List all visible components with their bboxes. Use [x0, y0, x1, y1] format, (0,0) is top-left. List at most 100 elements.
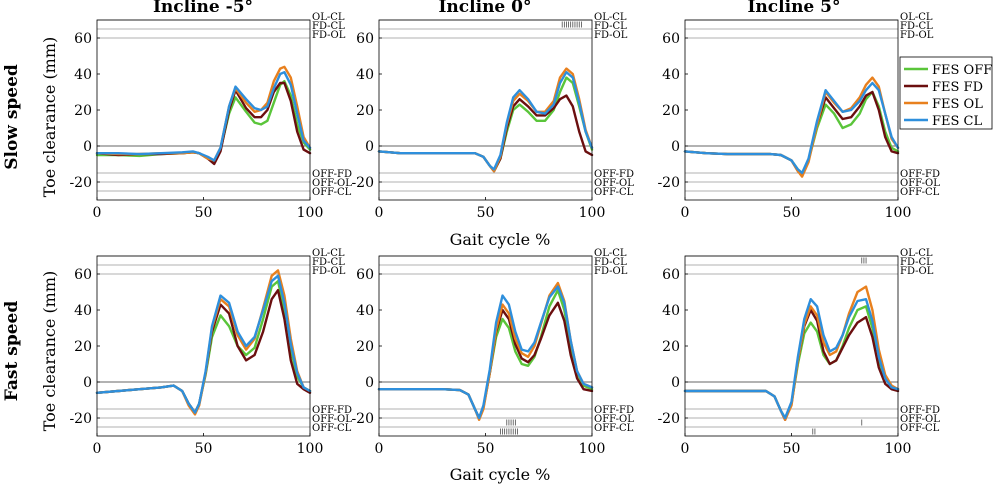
x-tick-label: 50 — [477, 205, 495, 221]
series-fes-off — [95, 80, 312, 164]
band-label-off-ol: OFF-OL — [900, 178, 940, 189]
band-label-off-cl: OFF-CL — [900, 423, 940, 434]
band-label-ol-cl: OL-CL — [594, 248, 627, 259]
x-tick-label: 0 — [681, 441, 690, 457]
band-label-off-cl: OFF-CL — [312, 187, 352, 198]
x-tick-label: 100 — [579, 205, 606, 221]
series-fes-cl — [377, 285, 594, 420]
band-label-ol-cl: OL-CL — [312, 12, 345, 23]
x-tick-label: 50 — [783, 441, 801, 457]
y-tick-label: 40 — [356, 303, 374, 319]
y-tick-label: 0 — [671, 139, 680, 155]
series-fes-cl — [95, 274, 312, 414]
series-fes-cl — [95, 71, 312, 162]
band-label-fd-ol: FD-OL — [594, 266, 628, 277]
band-label-fd-ol: FD-OL — [312, 30, 346, 41]
band-label-fd-ol: FD-OL — [900, 266, 934, 277]
y-tick-label: -20 — [657, 411, 680, 427]
legend: FES OFF FES FD FES OL FES CL — [899, 56, 993, 130]
band-label-ol-cl: OL-CL — [312, 248, 345, 259]
y-tick-label: 40 — [662, 303, 680, 319]
band-label-off-fd: OFF-FD — [594, 405, 634, 416]
x-tick-label: 0 — [375, 441, 384, 457]
legend-label-fes-fd: FES FD — [932, 80, 983, 95]
band-label-fd-cl: FD-CL — [900, 21, 933, 32]
band-label-fd-ol: FD-OL — [312, 266, 346, 277]
y-tick-label: 0 — [365, 375, 374, 391]
y-tick-label: 60 — [356, 31, 374, 47]
band-label-off-fd: OFF-FD — [900, 405, 940, 416]
series-fes-cl — [683, 81, 900, 175]
y-tick-label: -20 — [351, 411, 374, 427]
y-tick-label: -20 — [69, 411, 92, 427]
y-tick-label: 20 — [74, 103, 92, 119]
y-axis-label-slow: Toe clearance (mm) — [40, 37, 59, 198]
y-tick-label: 20 — [74, 339, 92, 355]
series-fes-fd — [95, 289, 312, 414]
y-tick-label: 20 — [662, 339, 680, 355]
legend-label-fes-off: FES OFF — [932, 63, 992, 78]
x-tick-label: 100 — [885, 205, 912, 221]
x-tick-label: 100 — [297, 205, 324, 221]
x-tick-label: 0 — [681, 205, 690, 221]
band-label-fd-ol: FD-OL — [594, 30, 628, 41]
x-tick-label: 0 — [93, 205, 102, 221]
band-label-off-ol: OFF-OL — [900, 414, 940, 425]
y-tick-label: -20 — [657, 175, 680, 191]
band-label-off-fd: OFF-FD — [312, 405, 352, 416]
y-tick-label: 0 — [671, 375, 680, 391]
series-fes-off — [95, 280, 312, 414]
series-fes-cl — [683, 298, 900, 420]
y-tick-label: 0 — [83, 139, 92, 155]
x-tick-label: 0 — [93, 441, 102, 457]
y-tick-label: 60 — [356, 267, 374, 283]
y-tick-label: 60 — [662, 31, 680, 47]
y-tick-label: 20 — [356, 339, 374, 355]
x-tick-label: 100 — [297, 441, 324, 457]
x-axis-label-slow: Gait cycle % — [450, 230, 551, 249]
legend-label-fes-ol: FES OL — [932, 97, 983, 112]
band-label-off-fd: OFF-FD — [900, 169, 940, 180]
legend-label-fes-cl: FES CL — [932, 114, 982, 129]
col-title-incline-0: Incline 0° — [438, 0, 531, 17]
x-tick-label: 50 — [195, 205, 213, 221]
col-title-incline-5: Incline 5° — [747, 0, 840, 17]
y-tick-label: 40 — [74, 303, 92, 319]
x-tick-label: 50 — [195, 441, 213, 457]
series-fes-off — [377, 76, 594, 173]
x-axis-label-fast: Gait cycle % — [450, 465, 551, 484]
y-axis-label-fast: Toe clearance (mm) — [40, 271, 59, 432]
y-tick-label: 60 — [74, 31, 92, 47]
band-label-off-fd: OFF-FD — [594, 169, 634, 180]
series-fes-cl — [377, 71, 594, 171]
y-tick-label: 40 — [356, 67, 374, 83]
y-tick-label: 40 — [74, 67, 92, 83]
band-label-off-ol: OFF-OL — [594, 414, 634, 425]
row-label-fast-speed: Fast speed — [2, 301, 22, 402]
x-tick-label: 50 — [477, 441, 495, 457]
x-tick-label: 100 — [885, 441, 912, 457]
y-tick-label: 60 — [74, 267, 92, 283]
y-tick-label: 20 — [662, 103, 680, 119]
band-label-off-cl: OFF-CL — [594, 187, 634, 198]
y-tick-label: -20 — [69, 175, 92, 191]
band-label-fd-ol: FD-OL — [900, 30, 934, 41]
band-label-ol-cl: OL-CL — [900, 248, 933, 259]
band-label-fd-cl: FD-CL — [594, 21, 627, 32]
band-label-off-ol: OFF-OL — [594, 178, 634, 189]
band-label-off-cl: OFF-CL — [312, 423, 352, 434]
y-tick-label: 0 — [83, 375, 92, 391]
row-label-slow-speed: Slow speed — [2, 64, 22, 170]
y-tick-label: 20 — [356, 103, 374, 119]
x-tick-label: 50 — [783, 205, 801, 221]
band-label-ol-cl: OL-CL — [594, 12, 627, 23]
x-tick-label: 0 — [375, 205, 384, 221]
band-label-fd-cl: FD-CL — [594, 257, 627, 268]
x-tick-label: 100 — [579, 441, 606, 457]
band-label-fd-cl: FD-CL — [312, 257, 345, 268]
band-label-off-fd: OFF-FD — [312, 169, 352, 180]
